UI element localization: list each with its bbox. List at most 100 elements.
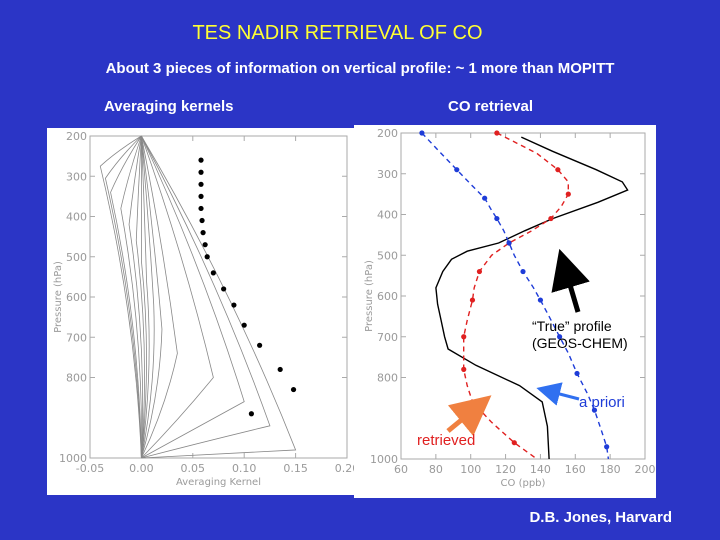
plot-frame xyxy=(89,135,348,459)
x-tick-label: 0.20 xyxy=(335,462,354,475)
averaging-kernel-chart: -0.05 0.00 0.05 0.10 0.15 0.20 200 300 400 500 600… xyxy=(47,128,359,495)
kernel-diagonal-point xyxy=(290,386,297,393)
x-axis-label: Averaging Kernel xyxy=(176,477,261,488)
kernel-diagonal-point xyxy=(210,270,216,276)
y-tick-label: 800 xyxy=(66,372,87,385)
x-tick-label: 100 xyxy=(460,463,481,476)
x-tick-label: 140 xyxy=(530,463,551,476)
kernel-line xyxy=(141,135,155,459)
y-tick-label: 500 xyxy=(66,251,87,264)
x-tick-label: 0.10 xyxy=(232,462,257,475)
series-line xyxy=(435,136,629,460)
y-tick-label: 1000 xyxy=(59,452,87,465)
a-priori-label: a priori xyxy=(579,394,625,411)
series-point xyxy=(461,366,467,372)
y-tick-label: 700 xyxy=(66,331,87,344)
x-tick-label: 0.05 xyxy=(181,462,206,475)
kernel-diagonal-point xyxy=(231,302,237,308)
kernel-diagonal-point xyxy=(200,230,206,236)
kernel-diagonal-point xyxy=(248,411,254,417)
kernel-diagonal-point xyxy=(198,181,204,187)
x-tick-label: 120 xyxy=(495,463,516,476)
y-tick-label: 400 xyxy=(377,209,398,222)
y-tick-label: 300 xyxy=(66,170,87,183)
x-tick-label: 0.00 xyxy=(129,462,154,475)
y-tick-label: 1000 xyxy=(370,453,398,466)
series-point xyxy=(537,297,544,303)
x-tick-label: 60 xyxy=(394,463,408,476)
kernel-line xyxy=(141,135,214,459)
x-tick-label: 160 xyxy=(565,463,586,476)
kernel-line xyxy=(141,135,163,459)
series-point xyxy=(520,268,526,275)
kernel-diagonal-point xyxy=(257,342,263,348)
kernel-line xyxy=(141,135,297,459)
y-tick-label: 300 xyxy=(377,168,398,181)
x-tick-label: 200 xyxy=(635,463,656,476)
kernel-diagonal-point xyxy=(199,217,205,224)
kernel-diagonal-point xyxy=(204,254,210,260)
x-axis-label: CO (ppb) xyxy=(501,478,546,489)
series-point xyxy=(557,334,563,340)
series-point xyxy=(548,215,554,222)
y-tick-label: 600 xyxy=(66,291,87,304)
kernel-diagonal-point xyxy=(198,193,204,199)
kernel-diagonal-point xyxy=(198,157,204,163)
series-point xyxy=(604,444,610,450)
kernel-line xyxy=(141,135,178,459)
x-tick-label: 180 xyxy=(600,463,621,476)
y-axis-label: Pressure (hPa) xyxy=(53,261,64,333)
series-point xyxy=(555,167,561,173)
y-tick-label: 600 xyxy=(377,290,398,303)
kernel-line xyxy=(141,136,147,459)
true-profile-label: “True” profile xyxy=(532,318,612,334)
series-line xyxy=(463,132,569,460)
co-retrieval-plot: 60 80 100 120 140 160 180 200 200 300 400 500 600 700… xyxy=(364,127,656,489)
kernel-line xyxy=(104,135,142,459)
kernel-line xyxy=(99,135,142,459)
kernel-diagonal-point xyxy=(277,366,283,373)
series-point xyxy=(511,440,517,446)
series-point xyxy=(565,191,571,197)
x-tick-label: 0.15 xyxy=(283,462,308,475)
kernel-diagonal-point xyxy=(198,169,204,175)
kernel-diagonal-point xyxy=(202,242,208,248)
series-line xyxy=(421,132,610,460)
kernel-line xyxy=(120,135,142,459)
y-tick-label: 700 xyxy=(377,331,398,344)
co-retrieval-label: CO retrieval xyxy=(448,98,534,115)
series-point xyxy=(461,334,467,340)
kernel-diagonal-point xyxy=(221,286,227,292)
y-tick-label: 800 xyxy=(377,372,398,385)
retrieved-label: retrieved xyxy=(417,432,476,449)
page-title: TES NADIR RETRIEVAL OF CO xyxy=(192,22,483,44)
averaging-kernels-label: Averaging kernels xyxy=(104,98,234,115)
y-axis-label: Pressure (hPa) xyxy=(364,260,375,332)
series-point xyxy=(506,240,512,246)
x-tick-label: -0.05 xyxy=(76,462,104,475)
series-point xyxy=(476,268,483,275)
kernel-line xyxy=(141,135,150,459)
kernel-line xyxy=(128,135,144,459)
kernel-line xyxy=(141,135,271,459)
series-point xyxy=(494,130,500,136)
true-profile-source-label: (GEOS-CHEM) xyxy=(532,335,628,351)
series-point xyxy=(469,297,476,303)
series-point xyxy=(591,407,598,413)
co-retrieval-chart: 60 80 100 120 140 160 180 200 200 300 400 500 600 700… xyxy=(354,125,656,498)
kernel-diagonal-point xyxy=(241,322,247,328)
y-tick-label: 200 xyxy=(377,127,398,140)
kernel-line xyxy=(110,135,142,459)
kernel-diagonal-point xyxy=(198,205,204,212)
y-tick-label: 500 xyxy=(377,249,398,262)
averaging-kernel-plot: -0.05 0.00 0.05 0.10 0.15 0.20 200 300 400 500 600… xyxy=(53,130,359,488)
series-point xyxy=(454,167,460,173)
series-point xyxy=(419,130,425,136)
series-point xyxy=(469,399,476,405)
author-credit: D.B. Jones, Harvard xyxy=(529,509,672,526)
y-tick-label: 400 xyxy=(66,211,87,224)
x-tick-label: 80 xyxy=(429,463,443,476)
series-point xyxy=(494,215,500,222)
kernel-line xyxy=(141,135,245,459)
series-point xyxy=(482,195,488,201)
